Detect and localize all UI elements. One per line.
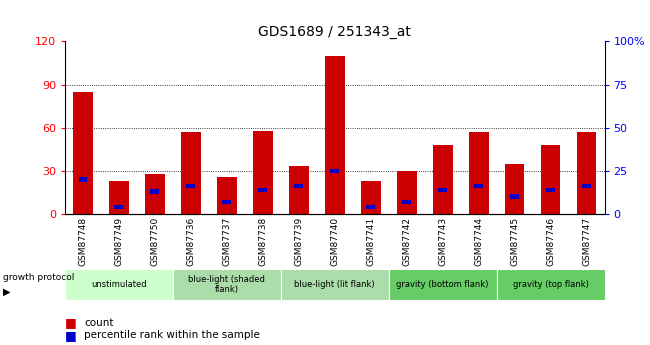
Bar bbox=[433, 145, 452, 214]
Text: GSM87736: GSM87736 bbox=[187, 217, 196, 266]
Text: ■: ■ bbox=[65, 329, 77, 342]
Text: ▶: ▶ bbox=[3, 287, 11, 296]
Text: GSM87739: GSM87739 bbox=[294, 217, 304, 266]
Bar bbox=[330, 169, 339, 173]
Bar bbox=[173, 269, 281, 300]
Text: GSM87744: GSM87744 bbox=[474, 217, 483, 266]
Text: blue-light (lit flank): blue-light (lit flank) bbox=[294, 280, 375, 289]
Bar bbox=[541, 145, 560, 214]
Bar bbox=[253, 130, 273, 214]
Text: gravity (top flank): gravity (top flank) bbox=[513, 280, 588, 289]
Text: GSM87747: GSM87747 bbox=[582, 217, 591, 266]
Text: GSM87740: GSM87740 bbox=[330, 217, 339, 266]
Bar bbox=[73, 92, 93, 214]
Bar bbox=[361, 181, 381, 214]
Bar bbox=[150, 189, 159, 194]
Text: GSM87749: GSM87749 bbox=[114, 217, 124, 266]
Bar bbox=[79, 177, 88, 181]
Bar bbox=[289, 167, 309, 214]
Text: GSM87745: GSM87745 bbox=[510, 217, 519, 266]
Bar bbox=[181, 132, 201, 214]
Bar bbox=[258, 188, 267, 192]
Text: gravity (bottom flank): gravity (bottom flank) bbox=[396, 280, 489, 289]
Text: GSM87743: GSM87743 bbox=[438, 217, 447, 266]
Text: count: count bbox=[84, 318, 114, 327]
Bar bbox=[582, 184, 591, 188]
Text: GSM87750: GSM87750 bbox=[150, 217, 159, 266]
Text: GSM87737: GSM87737 bbox=[222, 217, 231, 266]
Bar bbox=[114, 205, 124, 209]
Bar bbox=[546, 188, 555, 192]
Text: ■: ■ bbox=[65, 316, 77, 329]
Bar bbox=[402, 200, 411, 204]
Bar bbox=[281, 269, 389, 300]
Bar bbox=[294, 184, 304, 188]
Bar bbox=[396, 171, 417, 214]
Text: GSM87742: GSM87742 bbox=[402, 217, 411, 266]
Bar bbox=[438, 188, 447, 192]
Bar bbox=[145, 174, 165, 214]
Bar bbox=[474, 184, 483, 188]
Text: percentile rank within the sample: percentile rank within the sample bbox=[84, 331, 261, 340]
Text: GSM87738: GSM87738 bbox=[258, 217, 267, 266]
Text: growth protocol: growth protocol bbox=[3, 273, 75, 282]
Bar bbox=[325, 56, 344, 214]
Bar bbox=[469, 132, 489, 214]
Bar bbox=[366, 205, 375, 209]
Bar bbox=[510, 195, 519, 199]
Bar bbox=[389, 269, 497, 300]
Text: GSM87741: GSM87741 bbox=[366, 217, 375, 266]
Bar bbox=[504, 164, 525, 214]
Text: GSM87746: GSM87746 bbox=[546, 217, 555, 266]
Bar bbox=[217, 177, 237, 214]
Text: GSM87748: GSM87748 bbox=[79, 217, 88, 266]
Bar bbox=[65, 269, 173, 300]
Bar bbox=[222, 200, 231, 204]
Text: blue-light (shaded
flank): blue-light (shaded flank) bbox=[188, 275, 265, 294]
Text: unstimulated: unstimulated bbox=[91, 280, 147, 289]
Bar bbox=[577, 132, 597, 214]
Bar bbox=[497, 269, 604, 300]
Bar bbox=[187, 184, 196, 188]
Bar bbox=[109, 181, 129, 214]
Title: GDS1689 / 251343_at: GDS1689 / 251343_at bbox=[258, 25, 411, 39]
